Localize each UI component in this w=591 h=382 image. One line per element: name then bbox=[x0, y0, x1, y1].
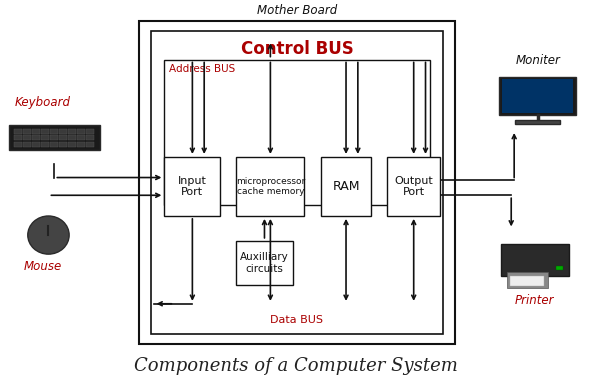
Bar bbox=[139, 21, 455, 344]
Bar bbox=[501, 244, 569, 276]
Text: Input
Port: Input Port bbox=[178, 176, 207, 197]
Bar bbox=[77, 129, 85, 134]
Bar bbox=[50, 129, 58, 134]
Bar bbox=[77, 142, 85, 147]
Text: Keyboard: Keyboard bbox=[15, 96, 70, 109]
Bar bbox=[556, 266, 563, 270]
Bar bbox=[86, 142, 93, 147]
Bar bbox=[151, 31, 443, 334]
Bar bbox=[14, 129, 22, 134]
Text: Mouse: Mouse bbox=[24, 260, 61, 273]
Bar bbox=[164, 157, 220, 216]
Bar bbox=[86, 129, 93, 134]
Bar bbox=[33, 129, 40, 134]
Bar bbox=[60, 129, 67, 134]
Text: Control BUS: Control BUS bbox=[241, 40, 353, 58]
Bar bbox=[509, 276, 544, 286]
Text: Data BUS: Data BUS bbox=[271, 315, 323, 325]
Bar bbox=[60, 135, 67, 141]
Text: Address BUS: Address BUS bbox=[169, 64, 235, 74]
Bar bbox=[50, 135, 58, 141]
Bar bbox=[33, 142, 40, 147]
Bar bbox=[50, 142, 58, 147]
Ellipse shape bbox=[28, 216, 69, 254]
Bar bbox=[515, 120, 560, 125]
Bar bbox=[41, 129, 48, 134]
Bar bbox=[77, 135, 85, 141]
Bar bbox=[507, 272, 547, 288]
Bar bbox=[387, 157, 440, 216]
Bar bbox=[236, 241, 293, 285]
Bar bbox=[69, 135, 76, 141]
Bar bbox=[164, 60, 430, 204]
Bar bbox=[86, 135, 93, 141]
Bar bbox=[14, 135, 22, 141]
Text: Mother Board: Mother Board bbox=[257, 4, 337, 17]
Bar bbox=[321, 157, 371, 216]
Bar bbox=[60, 142, 67, 147]
Text: Moniter: Moniter bbox=[515, 54, 560, 67]
Bar bbox=[41, 135, 48, 141]
Bar bbox=[24, 135, 31, 141]
Bar bbox=[14, 142, 22, 147]
Bar bbox=[69, 142, 76, 147]
Bar bbox=[499, 77, 576, 115]
Text: Components of a Computer System: Components of a Computer System bbox=[134, 357, 457, 375]
Text: microprocessor
cache memory: microprocessor cache memory bbox=[236, 177, 305, 196]
Text: RAM: RAM bbox=[332, 180, 360, 193]
Bar bbox=[502, 79, 573, 113]
Bar bbox=[41, 142, 48, 147]
Bar bbox=[69, 129, 76, 134]
Bar bbox=[33, 135, 40, 141]
Bar bbox=[24, 142, 31, 147]
Text: Auxilliary
circuits: Auxilliary circuits bbox=[240, 252, 289, 274]
Bar bbox=[8, 125, 100, 150]
Bar bbox=[236, 157, 304, 216]
Bar bbox=[24, 129, 31, 134]
Text: Printer: Printer bbox=[515, 294, 554, 307]
Text: Output
Port: Output Port bbox=[394, 176, 433, 197]
